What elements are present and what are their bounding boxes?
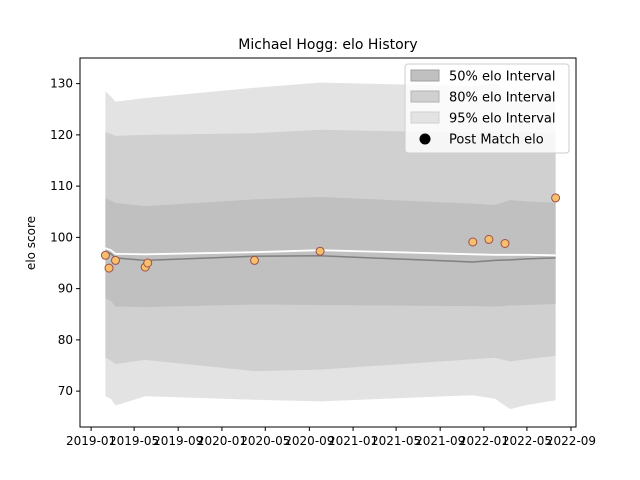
chart-title: Michael Hogg: elo History — [238, 37, 417, 53]
y-tick-label: 90 — [58, 282, 73, 296]
legend-entry: Post Match elo — [449, 133, 544, 148]
legend-swatch — [410, 111, 440, 124]
legend-swatch — [410, 69, 440, 82]
post-match-point — [500, 239, 510, 248]
legend-swatch — [410, 90, 440, 103]
axes-frame — [79, 57, 577, 428]
x-tick-label: 2019-09 — [153, 434, 203, 448]
post-match-point — [111, 255, 120, 265]
x-tick-label: 2022-05 — [502, 434, 552, 448]
post-match-point — [104, 263, 114, 273]
y-tick-label: 110 — [50, 179, 73, 193]
x-tick-label: 2019-05 — [109, 434, 159, 448]
legend: 50% elo Interval 80% elo Interval 95% elo … — [404, 63, 570, 154]
post-match-point — [250, 255, 259, 265]
x-tick-label: 2022-01 — [459, 434, 509, 448]
y-tick-label: 120 — [50, 128, 73, 142]
y-tick-label: 80 — [58, 333, 73, 347]
x-tick-label: 2019-01 — [66, 434, 116, 448]
y-tick-label: 70 — [58, 384, 73, 398]
post-match-point — [484, 234, 494, 244]
y-tick-label: 100 — [50, 230, 73, 244]
legend-entry: 95% elo Interval — [449, 112, 556, 127]
x-tick-label: 2020-09 — [284, 434, 334, 448]
post-match-point — [551, 193, 561, 203]
x-tick-label: 2021-01 — [328, 434, 378, 448]
x-tick-label: 2022-09 — [546, 434, 596, 448]
y-tick-label: 130 — [50, 77, 73, 91]
x-tick-label: 2021-05 — [371, 434, 421, 448]
post-match-point — [143, 258, 153, 268]
post-match-point — [100, 250, 110, 260]
plot-area — [100, 82, 561, 410]
post-match-point — [468, 237, 478, 247]
legend-box — [404, 63, 570, 154]
axes: 7080901001101201302019-012019-052019-092… — [50, 57, 596, 448]
x-tick-label: 2020-05 — [240, 434, 290, 448]
legend-entry: 50% elo Interval — [449, 70, 556, 85]
legend-marker — [419, 133, 431, 145]
x-tick-label: 2021-09 — [415, 434, 465, 448]
y-axis-label: elo score — [24, 216, 38, 270]
legend-entry: 80% elo Interval — [449, 91, 556, 106]
band-50-interval — [105, 196, 556, 308]
post-match-point — [315, 246, 325, 256]
x-tick-label: 2020-01 — [197, 434, 247, 448]
